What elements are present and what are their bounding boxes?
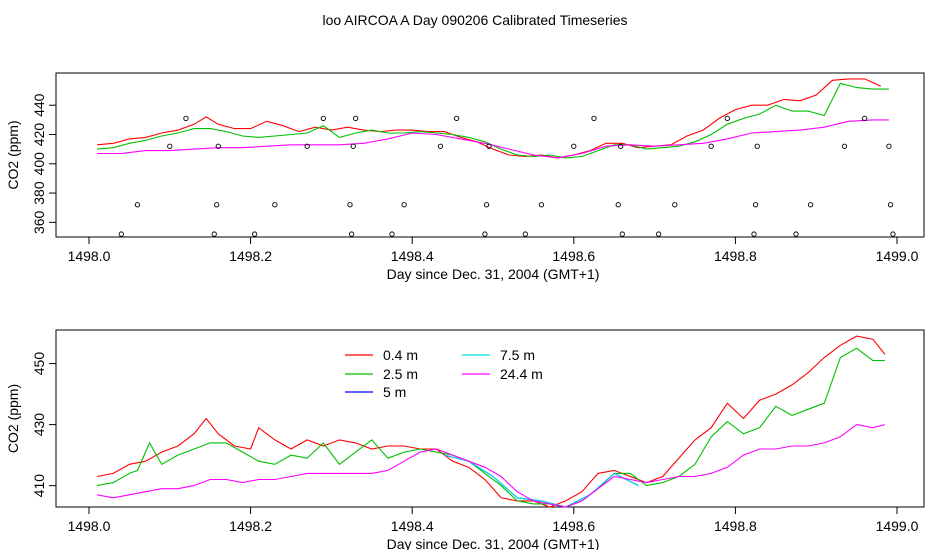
data-point-marker	[482, 231, 488, 237]
x-axis-label: Day since Dec. 31, 2004 (GMT+1)	[387, 536, 600, 550]
plot-frame	[55, 329, 925, 508]
legend-label: 7.5 m	[500, 347, 535, 363]
data-point-marker	[118, 231, 124, 237]
y-tick-label: 430	[31, 413, 47, 437]
data-point-marker	[350, 143, 356, 149]
y-tick-label: 400	[31, 152, 47, 176]
data-point-marker	[751, 231, 757, 237]
y-tick-label: 360	[31, 210, 47, 234]
data-point-marker	[348, 231, 355, 237]
x-tick-label: 1498.8	[714, 248, 757, 264]
series-line-0-4-m	[97, 78, 882, 159]
x-tick-label: 1498.0	[68, 518, 111, 534]
chart-panel-2: 1498.0 1498.2 1498.4 1498.6 1498.8 1499.0 Day …	[5, 329, 925, 550]
data-point-marker	[752, 202, 759, 208]
data-point-marker	[619, 231, 625, 237]
series-line-24-4-m	[96, 424, 886, 508]
y-tick-label: 380	[31, 181, 47, 205]
data-point-marker	[134, 202, 141, 208]
data-point-marker	[320, 115, 326, 122]
data-point-marker	[618, 143, 624, 149]
data-point-marker	[841, 143, 848, 149]
series-line-7-5-m	[444, 454, 639, 508]
data-point-marker	[347, 202, 353, 208]
y-tick-label: 440	[31, 93, 47, 117]
data-point-marker	[352, 115, 359, 122]
y-axis-label: CO2 (ppm)	[5, 384, 21, 453]
data-point-marker	[183, 115, 189, 122]
data-point-marker	[453, 115, 460, 122]
data-point-marker	[389, 231, 395, 237]
legend-label: 5 m	[383, 384, 406, 400]
data-point-marker	[672, 202, 678, 208]
series-line-0-4-m	[96, 335, 886, 508]
x-tick-label: 1498.2	[229, 518, 272, 534]
data-point-marker	[486, 143, 492, 149]
x-tick-label: 1498.2	[229, 248, 272, 264]
data-point-marker	[214, 202, 220, 208]
chart-panel-1: 1498.0 1498.2 1498.4 1498.6 1498.8 1499.0 Day …	[5, 72, 925, 282]
data-point-marker	[401, 202, 407, 208]
data-point-marker	[571, 143, 577, 149]
data-point-marker	[304, 143, 310, 149]
legend-label: 2.5 m	[383, 366, 418, 382]
y-tick-label: 410	[31, 474, 47, 498]
data-point-marker	[591, 115, 597, 122]
data-point-marker	[437, 143, 444, 149]
data-point-marker	[522, 231, 528, 237]
data-point-marker	[538, 202, 545, 208]
legend-label: 24.4 m	[500, 366, 543, 382]
y-tick-label: 450	[31, 352, 47, 376]
x-tick-label: 1498.4	[391, 518, 434, 534]
data-point-marker	[890, 231, 896, 237]
y-tick-label: 420	[31, 123, 47, 147]
x-tick-label: 1498.6	[552, 248, 595, 264]
data-point-marker	[807, 202, 814, 208]
x-tick-label: 1498.6	[552, 518, 595, 534]
data-point-marker	[655, 231, 662, 237]
data-point-marker	[483, 202, 490, 208]
data-point-marker	[887, 202, 894, 208]
x-tick-label: 1499.0	[876, 248, 919, 264]
series-line-2-5-m	[96, 347, 885, 508]
x-axis-label: Day since Dec. 31, 2004 (GMT+1)	[387, 266, 600, 282]
x-tick-label: 1499.0	[876, 518, 919, 534]
legend-label: 0.4 m	[383, 347, 418, 363]
data-point-marker	[886, 143, 892, 149]
data-point-marker	[754, 143, 760, 149]
data-point-marker	[724, 115, 730, 122]
x-tick-label: 1498.4	[391, 248, 434, 264]
data-point-marker	[615, 202, 621, 208]
data-point-marker	[708, 143, 714, 149]
y-axis-label: CO2 (ppm)	[5, 120, 21, 189]
data-point-marker	[793, 231, 799, 237]
page-title: loo AIRCOA A Day 090206 Calibrated Times…	[322, 12, 628, 28]
data-point-marker	[167, 143, 173, 149]
data-point-marker	[215, 143, 221, 149]
x-tick-label: 1498.8	[714, 518, 757, 534]
data-point-marker	[211, 231, 217, 237]
x-tick-label: 1498.0	[68, 248, 111, 264]
data-point-marker	[862, 115, 868, 122]
data-point-marker	[272, 202, 278, 208]
data-point-marker	[251, 231, 258, 237]
series-line-24-4-m	[97, 119, 889, 159]
plot-frame	[55, 72, 925, 238]
